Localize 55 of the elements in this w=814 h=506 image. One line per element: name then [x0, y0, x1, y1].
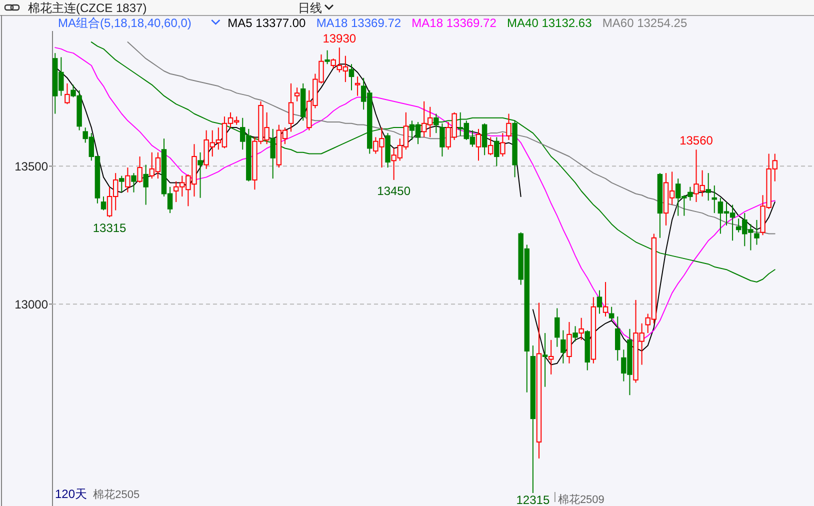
candlestick	[440, 122, 445, 158]
annotation: 13930	[322, 32, 356, 46]
candlestick	[348, 64, 354, 91]
candlestick	[494, 136, 500, 167]
candlestick	[542, 332, 548, 388]
annotation: 12315	[516, 493, 550, 506]
text: MA5 13377.00	[228, 16, 306, 30]
annotation: 120天	[55, 487, 88, 501]
candlestick	[712, 184, 718, 214]
text: MA40 13132.63	[507, 16, 592, 30]
y-tick-label: 13000	[14, 297, 48, 312]
candlestick	[578, 317, 584, 340]
annotation: 13315	[92, 221, 127, 236]
candlestick	[548, 339, 554, 375]
candlestick	[488, 136, 494, 156]
text: MA18 13369.72	[316, 16, 402, 30]
candlestick	[482, 122, 488, 156]
candlestick	[476, 128, 482, 162]
annotation: 棉花2509	[558, 493, 604, 506]
candlestick	[434, 113, 439, 134]
candlestick	[706, 172, 711, 202]
candlestick	[125, 167, 130, 193]
text: MA60 13254.25	[602, 16, 688, 30]
candlestick	[324, 50, 330, 65]
candlestick	[500, 132, 506, 158]
candlestick	[596, 290, 602, 314]
candlestick	[506, 113, 512, 140]
candlestick	[566, 322, 572, 364]
candlestick	[608, 306, 614, 322]
candlestick	[143, 164, 148, 206]
candlestick	[754, 219, 760, 246]
y-tick-label: 13500	[14, 159, 48, 174]
candlestick	[137, 156, 142, 184]
candlestick	[131, 172, 136, 193]
candlestick	[602, 282, 608, 317]
line-series	[90, 42, 776, 283]
chart-title: 棉花主连(CZCE 1837)	[28, 1, 147, 15]
candlestick	[615, 316, 620, 362]
candlestick	[270, 128, 276, 180]
candlestick	[560, 330, 566, 364]
annotation: 13450	[377, 184, 411, 198]
candlestick	[288, 82, 294, 132]
candlestick	[64, 82, 70, 105]
candlestick	[572, 326, 578, 342]
text: MA18 13369.72	[412, 16, 497, 30]
candlestick	[198, 152, 203, 198]
text: MA组合(5,18,18,40,60,0)	[58, 16, 192, 30]
annotation: 13560	[680, 134, 714, 148]
candlestick	[100, 196, 106, 211]
candlestick	[294, 87, 300, 102]
candlestick	[119, 175, 124, 193]
candlestick	[554, 308, 560, 348]
chart-subtitle: 日线	[298, 1, 322, 15]
candlestick	[354, 76, 360, 96]
annotation: 棉花2505	[93, 488, 140, 501]
